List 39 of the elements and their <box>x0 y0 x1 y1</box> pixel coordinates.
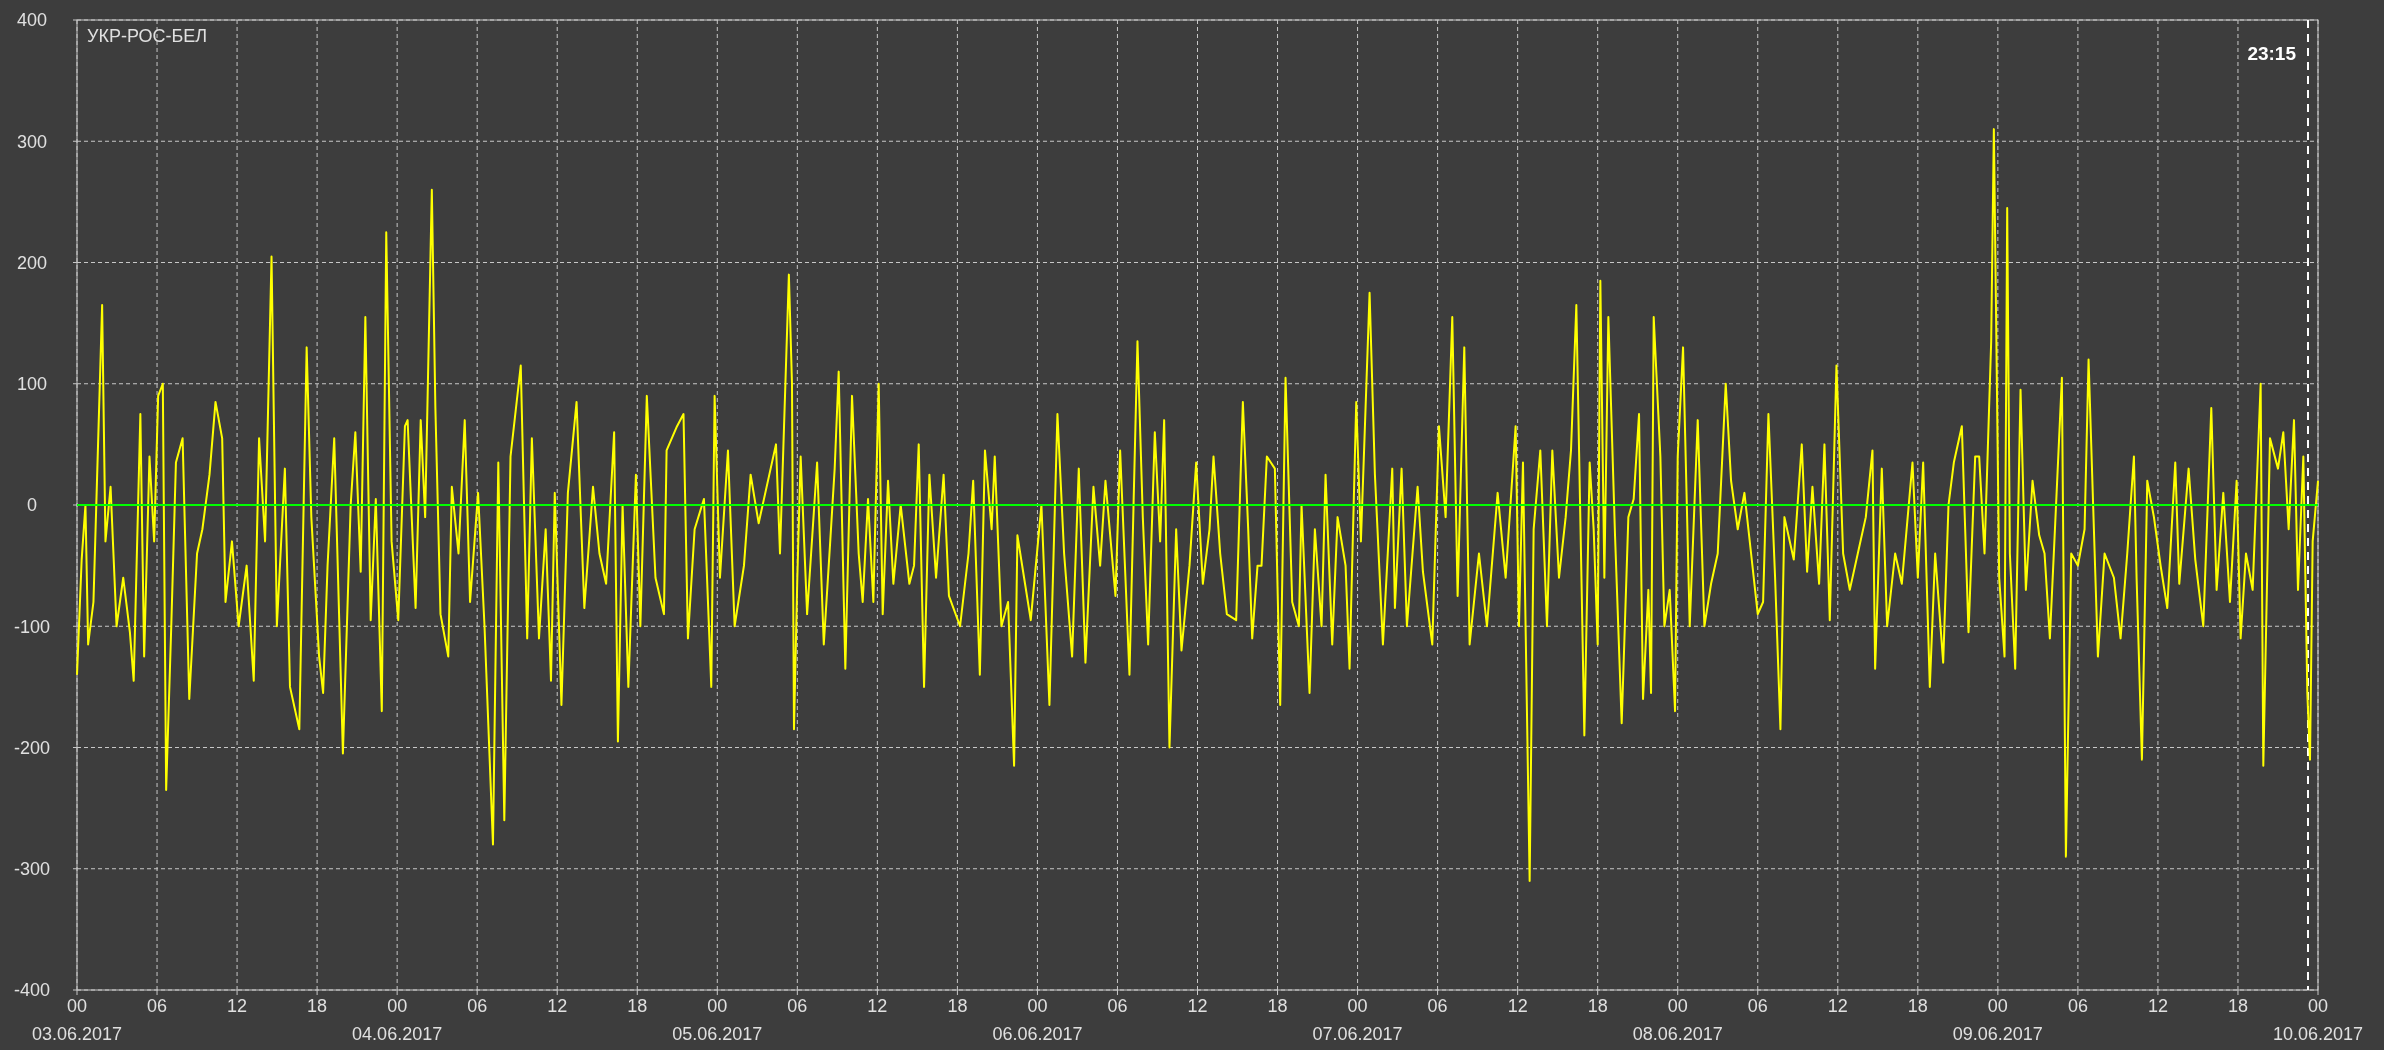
x-tick-label: 18 <box>2227 996 2248 1016</box>
x-tick-label: 00 08.06.2017 <box>1632 996 1723 1044</box>
y-tick-label: -100 <box>13 616 51 637</box>
x-tick-label: 18 <box>1267 996 1288 1016</box>
x-tick-label: 06 <box>787 996 808 1016</box>
x-tick-label: 18 <box>307 996 328 1016</box>
x-tick-label: 18 <box>947 996 968 1016</box>
y-tick-label: -200 <box>13 737 51 758</box>
x-tick-label: 12 <box>1827 996 1848 1016</box>
x-tick-label: 00 07.06.2017 <box>1312 996 1403 1044</box>
chart-title: УКР-РОС-БЕЛ <box>87 26 208 46</box>
y-tick-label: 200 <box>16 252 48 273</box>
y-tick-label: 0 <box>26 495 38 516</box>
x-tick-label: 12 <box>547 996 568 1016</box>
x-tick-label: 12 <box>227 996 248 1016</box>
x-tick-label: 00 10.06.2017 <box>2272 996 2364 1044</box>
x-tick-label: 06 <box>1747 996 1768 1016</box>
x-tick-label: 12 <box>2147 996 2168 1016</box>
x-tick-label: 00 04.06.2017 <box>352 996 443 1044</box>
x-tick-label: 18 <box>1907 996 1928 1016</box>
x-tick-label: 12 <box>867 996 888 1016</box>
y-tick-label: 300 <box>16 131 48 152</box>
y-tick-label: 400 <box>16 10 48 31</box>
x-tick-label: 06 <box>467 996 488 1016</box>
x-tick-label: 00 06.06.2017 <box>992 996 1083 1044</box>
y-tick-label: -300 <box>13 859 51 880</box>
x-tick-label: 18 <box>627 996 648 1016</box>
x-tick-label: 06 <box>1427 996 1448 1016</box>
x-tick-label: 00 09.06.2017 <box>1952 996 2043 1044</box>
x-tick-label: 06 <box>147 996 168 1016</box>
line-series <box>76 128 2319 882</box>
x-tick-label: 12 <box>1187 996 1208 1016</box>
ref-line-label: 23:15 <box>2247 43 2297 64</box>
y-tick-label: 100 <box>16 374 48 395</box>
x-tick-label: 18 <box>1587 996 1608 1016</box>
x-tick-label: 06 <box>1107 996 1128 1016</box>
x-tick-label: 12 <box>1507 996 1528 1016</box>
x-tick-label: 06 <box>2067 996 2088 1016</box>
x-tick-label: 00 05.06.2017 <box>672 996 763 1044</box>
